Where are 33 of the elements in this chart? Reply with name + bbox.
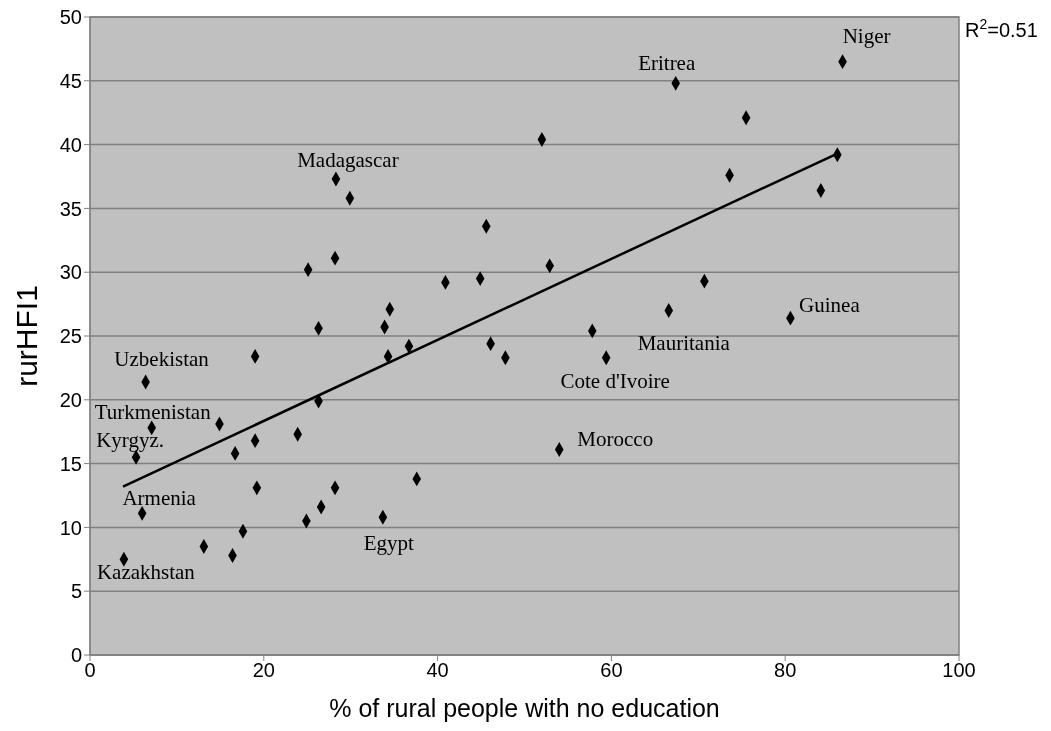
y-tick-label: 15: [59, 452, 82, 475]
y-tick-label: 10: [59, 516, 82, 539]
y-tick-label: 45: [59, 69, 82, 92]
y-tick-label: 30: [59, 261, 82, 284]
annotation: Madagascar: [297, 148, 399, 173]
annotation: Guinea: [799, 293, 861, 318]
x-tick-label: 100: [942, 659, 976, 682]
annotation: Mauritania: [637, 331, 731, 356]
annotation: Eritrea: [638, 51, 696, 76]
annotation: Turkmenistan: [94, 399, 212, 424]
y-tick-label: 50: [59, 6, 82, 29]
annotation: Kazakhstan: [96, 560, 196, 585]
annotation: Morocco: [577, 426, 654, 451]
x-axis-title: % of rural people with no education: [329, 694, 720, 722]
y-tick-label: 20: [59, 388, 82, 411]
annotation: Niger: [842, 23, 891, 48]
y-tick-label: 5: [70, 580, 82, 603]
annotation: Uzbekistan: [114, 346, 210, 371]
x-tick-label: 40: [426, 659, 449, 682]
annotation: Kyrgyz.: [96, 428, 164, 453]
y-axis-title: rurHFI1: [9, 285, 43, 387]
x-tick-label: 0: [84, 659, 96, 682]
y-tick-label: 40: [59, 133, 82, 156]
text: R$^{2}$=0.51: [965, 16, 1038, 41]
annotation: Egypt: [363, 531, 415, 556]
x-tick-label: 80: [774, 659, 797, 682]
annotation: Cote d'Ivoire: [560, 368, 670, 393]
x-tick-label: 60: [600, 659, 623, 682]
y-tick-label: 35: [59, 197, 82, 220]
annotation: Armenia: [122, 486, 197, 511]
y-tick-label: 25: [59, 325, 82, 348]
x-tick-label: 20: [252, 659, 275, 682]
y-tick-label: 0: [70, 644, 82, 667]
